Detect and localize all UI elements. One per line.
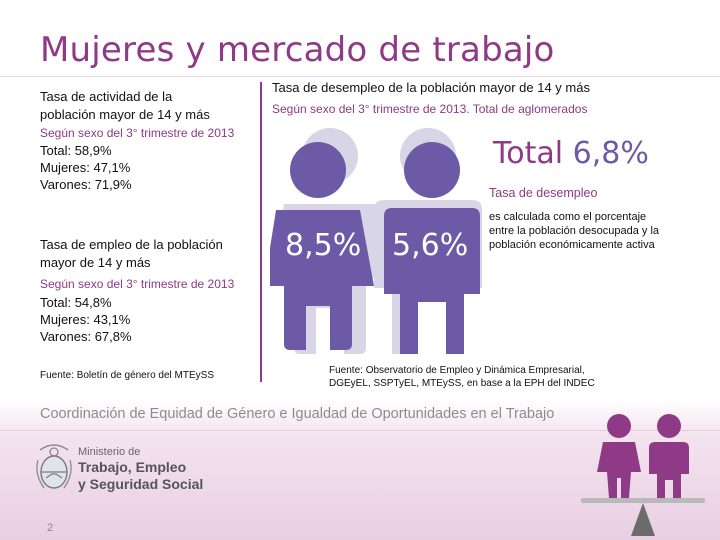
people-figures [270,128,482,354]
coordination-banner: Coordinación de Equidad de Género e Igua… [40,406,555,422]
coat-of-arms-icon [36,444,72,489]
employment-heading-line1: Tasa de empleo de la población [40,237,223,252]
unemployment-total: Total 6,8% [493,136,649,171]
activity-subtitle: Según sexo del 3° trimestre de 2013 [40,126,235,140]
activity-men: Varones: 71,9% [40,176,132,193]
activity-total-value: 58,9% [74,143,112,158]
right-source-line2: DGEyEL, SSPTyEL, MTEySS, en base a la EP… [329,378,595,389]
page-number: 2 [47,522,54,534]
ministry-line3: y Seguridad Social [78,476,204,492]
women-unemployment-rate: 8,5% [285,228,362,263]
activity-heading: Tasa de actividad de la población mayor … [40,88,210,124]
definition-title: Tasa de desempleo [489,186,598,200]
employment-heading-line2: mayor de 14 y más [40,255,151,270]
unemployment-subtitle: Según sexo del 3° trimestre de 2013. Tot… [272,102,588,116]
activity-women-value: 47,1% [93,160,131,175]
right-source: Fuente: Observatorio de Empleo y Dinámic… [329,364,595,390]
activity-men-value: 71,9% [94,177,132,192]
activity-heading-line2: población mayor de 14 y más [40,107,210,122]
employment-men: Varones: 67,8% [40,328,132,345]
man-figure [384,142,480,354]
ministry-line2: Trabajo, Empleo [78,459,187,475]
employment-subtitle: Según sexo del 3° trimestre de 2013 [40,277,235,291]
activity-heading-line1: Tasa de actividad de la [40,89,173,104]
woman-figure [270,142,374,350]
definition-text: es calculada como el porcentaje entre la… [489,210,659,252]
title-divider [0,76,720,77]
page-title: Mujeres y mercado de trabajo [40,30,555,70]
activity-stats: Total: 58,9% Mujeres: 47,1% Varones: 71,… [40,142,132,193]
employment-stats: Total: 54,8% Mujeres: 43,1% Varones: 67,… [40,294,132,345]
definition-line3: población económicamente activa [489,239,655,251]
employment-total-label: Total: [40,295,75,310]
employment-total-value: 54,8% [74,295,112,310]
activity-women: Mujeres: 47,1% [40,159,132,176]
employment-men-value: 67,8% [94,329,132,344]
employment-total: Total: 54,8% [40,294,132,311]
men-unemployment-rate: 5,6% [392,228,469,263]
employment-women-value: 43,1% [93,312,131,327]
coordination-divider [0,430,720,431]
unemployment-heading: Tasa de desempleo de la población mayor … [272,80,590,95]
employment-heading: Tasa de empleo de la población mayor de … [40,236,223,272]
equality-scale-icon [581,414,705,536]
definition-line1: es calculada como el porcentaje [489,211,647,223]
unemployment-total-label: Total [493,136,573,171]
unemployment-total-value: 6,8% [572,136,649,171]
definition-line2: entre la población desocupada y la [489,225,660,237]
employment-women: Mujeres: 43,1% [40,311,132,328]
right-source-line1: Fuente: Observatorio de Empleo y Dinámic… [329,365,585,376]
left-source: Fuente: Boletín de género del MTEySS [40,370,214,381]
ministry-line1: Ministerio de [78,446,141,458]
employment-women-label: Mujeres: [40,312,94,327]
activity-women-label: Mujeres: [40,160,94,175]
activity-total: Total: 58,9% [40,142,132,159]
column-divider [260,82,262,382]
activity-total-label: Total: [40,143,75,158]
employment-men-label: Varones: [40,329,95,344]
activity-men-label: Varones: [40,177,95,192]
